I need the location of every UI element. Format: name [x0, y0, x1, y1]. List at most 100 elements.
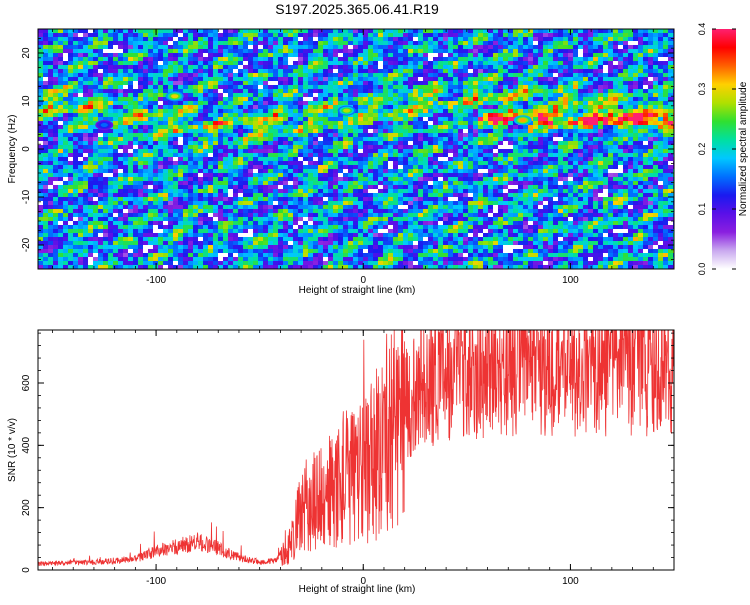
heatmap-cell [93, 61, 98, 65]
heatmap-cell [273, 125, 278, 129]
heatmap-cell [533, 33, 538, 37]
heatmap-cell [633, 73, 638, 77]
heatmap-cell [123, 185, 128, 189]
heatmap-cell [463, 77, 468, 81]
heatmap-cell [548, 133, 553, 137]
heatmap-cell [543, 181, 548, 185]
heatmap-cell [488, 165, 493, 169]
heatmap-cell [123, 133, 128, 137]
heatmap-cell [113, 133, 118, 137]
heatmap-cell [153, 33, 158, 37]
heatmap-cell [83, 105, 88, 109]
heatmap-cell [353, 145, 358, 149]
heatmap-cell [358, 181, 363, 185]
heatmap-cell [618, 53, 623, 57]
heatmap-cell [553, 117, 558, 121]
heatmap-cell [288, 145, 293, 149]
heatmap-cell [658, 53, 663, 57]
heatmap-cell [53, 37, 58, 41]
heatmap-cell [283, 117, 288, 121]
heatmap-cell [248, 137, 253, 141]
heatmap-cell [643, 145, 648, 149]
heatmap-cell [448, 137, 453, 141]
heatmap-cell [358, 61, 363, 65]
heatmap-cell [468, 137, 473, 141]
heatmap-cell [343, 57, 348, 61]
heatmap-cell [203, 113, 208, 117]
heatmap-cell [648, 177, 653, 181]
heatmap-cell [378, 157, 383, 161]
heatmap-cell [428, 165, 433, 169]
heatmap-cell [423, 49, 428, 53]
heatmap-cell [163, 173, 168, 177]
heatmap-cell [488, 117, 493, 121]
heatmap-cell [38, 89, 43, 93]
heatmap-cell [238, 33, 243, 37]
heatmap-cell [593, 125, 598, 129]
heatmap-cell [268, 93, 273, 97]
heatmap-cell [53, 73, 58, 77]
heatmap-cell [503, 37, 508, 41]
heatmap-cell [153, 161, 158, 165]
heatmap-cell [203, 149, 208, 153]
heatmap-cell [393, 145, 398, 149]
heatmap-cell [233, 77, 238, 81]
heatmap-cell [623, 37, 628, 41]
heatmap-cell [638, 109, 643, 113]
heatmap-cell [663, 129, 668, 133]
heatmap-cell [418, 69, 423, 73]
heatmap-cell [423, 165, 428, 169]
heatmap-cell [68, 97, 73, 101]
heatmap-cell [343, 45, 348, 49]
heatmap-cell [378, 125, 383, 129]
heatmap-cell [658, 93, 663, 97]
heatmap-cell [123, 141, 128, 145]
heatmap-cell [258, 53, 263, 57]
heatmap-cell [403, 45, 408, 49]
heatmap-cell [388, 77, 393, 81]
heatmap-cell [43, 113, 48, 117]
heatmap-cell [298, 169, 303, 173]
heatmap-cell [538, 125, 543, 129]
heatmap-cell [168, 109, 173, 113]
heatmap-cell [143, 97, 148, 101]
heatmap-cell [343, 89, 348, 93]
heatmap-cell [63, 85, 68, 89]
heatmap-cell [178, 149, 183, 153]
heatmap-cell [663, 181, 668, 185]
heatmap-cell [413, 45, 418, 49]
heatmap-cell [163, 125, 168, 129]
heatmap-cell [168, 81, 173, 85]
heatmap-cell [458, 145, 463, 149]
heatmap-cell [88, 149, 93, 153]
heatmap-cell [68, 81, 73, 85]
heatmap-cell [108, 169, 113, 173]
heatmap-cell [138, 53, 143, 57]
heatmap-cell [388, 37, 393, 41]
heatmap-cell [258, 137, 263, 141]
heatmap-cell [288, 49, 293, 53]
heatmap-cell [408, 89, 413, 93]
heatmap-cell [393, 173, 398, 177]
heatmap-cell [143, 29, 148, 33]
heatmap-cell [548, 169, 553, 173]
heatmap-cell [328, 165, 333, 169]
heatmap-cell [473, 41, 478, 45]
heatmap-cell [398, 145, 403, 149]
heatmap-cell [193, 81, 198, 85]
heatmap-cell [543, 141, 548, 145]
heatmap-cell [153, 169, 158, 173]
heatmap-cell [138, 41, 143, 45]
heatmap-cell [463, 157, 468, 161]
heatmap-cell [133, 177, 138, 181]
heatmap-cell [408, 69, 413, 73]
heatmap-cell [288, 65, 293, 69]
heatmap-cell [158, 85, 163, 89]
heatmap-cell [63, 77, 68, 81]
heatmap-cell [473, 37, 478, 41]
heatmap-cell [603, 181, 608, 185]
heatmap-cell [258, 73, 263, 77]
heatmap-cell [113, 113, 118, 117]
heatmap-cell [158, 117, 163, 121]
heatmap-cell [293, 133, 298, 137]
